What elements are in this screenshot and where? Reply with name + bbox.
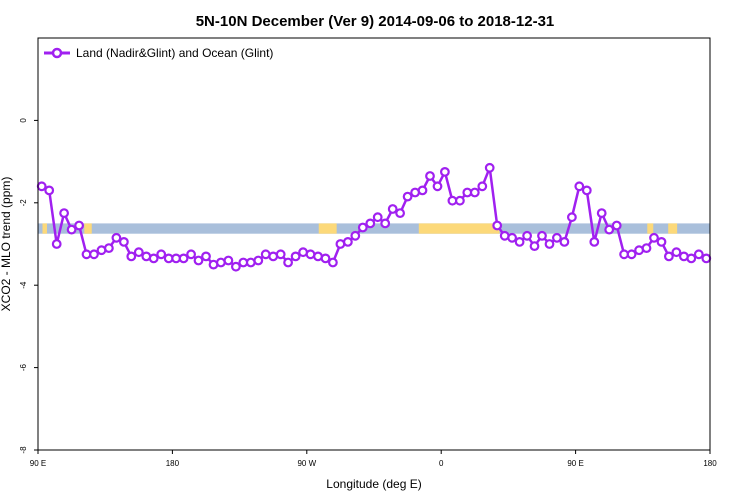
x-tick-label: 180 [703, 459, 717, 468]
y-axis: -8 -6 -4 -2 0 [19, 118, 38, 454]
land-band-segment [418, 223, 500, 234]
data-point [469, 187, 480, 198]
land-band-segment [84, 223, 92, 234]
data-point [604, 224, 615, 235]
land-band-segment [42, 223, 47, 234]
data-point [66, 224, 77, 235]
data-point [425, 171, 435, 181]
data-point [611, 220, 622, 231]
data-point [74, 220, 84, 231]
data-point [455, 195, 465, 206]
x-axis-label: Longitude (deg E) [326, 477, 421, 491]
data-point [581, 185, 592, 196]
y-tick-label: -2 [19, 199, 28, 207]
data-point [118, 236, 129, 247]
data-point [477, 181, 488, 192]
chart-title: 5N-10N December (Ver 9) 2014-09-06 to 20… [196, 13, 555, 30]
legend-label: Land (Nadir&Glint) and Ocean (Glint) [76, 46, 273, 60]
x-tick-label: 90 E [567, 459, 583, 468]
data-point [283, 257, 294, 268]
data-point [372, 212, 383, 223]
data-point [544, 239, 555, 249]
data-point [529, 241, 540, 252]
data-point [567, 212, 577, 223]
data-point [380, 218, 391, 229]
data-point [156, 249, 167, 260]
data-point [417, 185, 428, 196]
data-point [148, 253, 159, 264]
plot-frame [37, 37, 711, 451]
data-point [178, 253, 189, 264]
data-point [387, 204, 398, 214]
data-point [275, 249, 286, 260]
ocean-band [38, 223, 710, 234]
data-point [686, 253, 697, 264]
data-point [343, 236, 353, 247]
data-point [328, 257, 338, 268]
y-tick-label: -8 [19, 446, 28, 454]
data-point [626, 249, 637, 260]
data-point [693, 249, 704, 260]
data-point [253, 255, 264, 266]
data-point [432, 181, 443, 192]
x-tick-label: 90 W [297, 459, 316, 468]
land-band-segment [668, 223, 678, 234]
data-point [559, 236, 570, 247]
legend: Land (Nadir&Glint) and Ocean (Glint) [44, 46, 273, 60]
data-point [589, 236, 600, 247]
data-point [103, 243, 114, 254]
data-point [492, 220, 503, 231]
data-point [111, 232, 122, 243]
data-point [522, 230, 532, 241]
data-point [290, 251, 301, 262]
data-point [440, 166, 450, 177]
data-point [395, 208, 406, 219]
land-band-segment [318, 223, 337, 234]
data-point [537, 230, 547, 241]
x-axis: 90 E 180 90 W 0 90 E 180 [30, 450, 717, 468]
x-tick-label: 0 [439, 459, 444, 468]
land-band-segment [647, 223, 654, 234]
data-point [671, 247, 682, 258]
y-tick-label: 0 [19, 118, 28, 123]
data-point [126, 251, 137, 262]
data-point [507, 232, 517, 243]
data-point [365, 218, 376, 229]
data-point [484, 162, 495, 173]
data-point [701, 253, 712, 264]
data-point [357, 222, 368, 233]
series-layer [36, 162, 712, 272]
data-point [656, 236, 667, 247]
data-point [44, 185, 55, 196]
map-band [38, 223, 710, 234]
data-point [514, 236, 525, 247]
data-point [552, 232, 562, 243]
x-tick-label: 90 E [30, 459, 46, 468]
data-point [133, 247, 144, 258]
data-point [574, 181, 585, 192]
data-point [664, 251, 674, 262]
data-point [596, 208, 607, 219]
data-point [320, 253, 331, 264]
data-point [201, 251, 211, 262]
y-tick-label: -4 [19, 281, 28, 289]
data-point [59, 208, 69, 219]
data-point [230, 261, 241, 272]
data-point [186, 249, 197, 260]
y-tick-label: -6 [19, 363, 28, 371]
data-point [223, 255, 234, 266]
x-tick-label: 180 [166, 459, 180, 468]
data-point [649, 232, 659, 243]
data-point [51, 239, 62, 249]
data-point [350, 230, 361, 241]
data-point [36, 181, 47, 192]
data-point [89, 249, 99, 260]
data-point [402, 191, 413, 202]
legend-marker-swatch [51, 47, 63, 59]
data-point [193, 255, 204, 266]
y-axis-label: XCO2 - MLO trend (ppm) [0, 177, 13, 312]
data-point [641, 243, 652, 254]
